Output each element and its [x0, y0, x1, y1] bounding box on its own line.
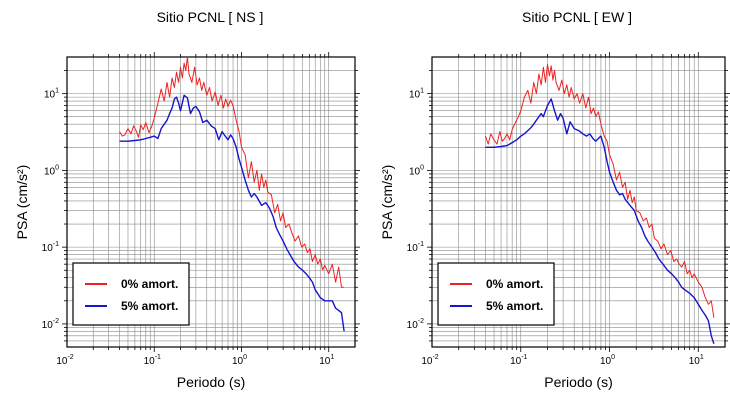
legend-label: 5% amort. — [121, 299, 178, 313]
grid — [432, 57, 725, 347]
x-tick-label: 101 — [319, 354, 334, 367]
legend-label: 5% amort. — [486, 299, 543, 313]
x-tick-exponent: 1 — [700, 354, 704, 361]
x-tick-exponent: -1 — [155, 354, 161, 361]
y-tick-base: 10 — [42, 320, 54, 331]
legend-label: 0% amort. — [121, 277, 178, 291]
y-tick-label: 10-1 — [407, 241, 424, 254]
y-axis-label: PSA (cm/s²) — [14, 165, 30, 240]
x-tick-exponent: 0 — [243, 354, 247, 361]
legend-label: 0% amort. — [486, 277, 543, 291]
x-tick-base: 10 — [600, 356, 612, 367]
x-tick-label: 10-2 — [421, 354, 438, 367]
x-tick-exponent: -2 — [67, 354, 73, 361]
y-tick-base: 10 — [409, 166, 421, 177]
legend: 0% amort. 5% amort. — [72, 262, 190, 326]
x-tick-label: 100 — [600, 354, 615, 367]
x-axis-label: Periodo (s) — [544, 374, 612, 390]
y-tick-exponent: 0 — [420, 164, 424, 171]
x-tick-label: 10-1 — [144, 354, 161, 367]
x-tick-base: 10 — [319, 356, 331, 367]
y-tick-exponent: 1 — [420, 88, 424, 95]
x-tick-exponent: 1 — [330, 354, 334, 361]
y-tick-label: 101 — [409, 88, 424, 101]
y-tick-base: 10 — [44, 90, 56, 101]
series-line-red — [484, 63, 715, 318]
y-tick-exponent: -2 — [53, 318, 59, 325]
plot-frame — [431, 56, 726, 348]
y-tick-label: 10-1 — [42, 241, 59, 254]
chart-title: Sitio PCNL [ NS ] — [157, 9, 264, 25]
legend-box — [72, 262, 190, 326]
x-tick-exponent: -1 — [521, 354, 527, 361]
x-axis-label: Periodo (s) — [177, 374, 245, 390]
y-tick-exponent: -2 — [418, 318, 424, 325]
y-tick-exponent: -1 — [53, 241, 59, 248]
x-tick-label: 100 — [232, 354, 247, 367]
x-tick-label: 10-2 — [56, 354, 73, 367]
y-tick-base: 10 — [409, 90, 421, 101]
x-tick-label: 101 — [689, 354, 704, 367]
y-tick-base: 10 — [407, 243, 419, 254]
y-tick-exponent: 0 — [55, 164, 59, 171]
x-tick-base: 10 — [421, 356, 433, 367]
series-line-blue — [119, 94, 345, 332]
legend: 0% amort. 5% amort. — [437, 262, 555, 326]
tick-marks — [427, 52, 730, 352]
chart-panel-2: Sitio PCNL [ EW ]10-2 10-1 100 10110-210-11… — [379, 9, 730, 390]
legend-box — [437, 262, 555, 326]
tick-marks — [62, 52, 360, 352]
series-line-blue — [485, 98, 715, 345]
x-tick-base: 10 — [232, 356, 244, 367]
y-tick-label: 10-2 — [407, 318, 424, 331]
y-tick-base: 10 — [44, 166, 56, 177]
x-tick-exponent: -2 — [432, 354, 438, 361]
x-tick-base: 10 — [144, 356, 156, 367]
x-tick-base: 10 — [510, 356, 522, 367]
chart-panel-1: Sitio PCNL [ NS ]10-2 10-1 100 10110-210-11… — [14, 9, 360, 390]
x-tick-label: 10-1 — [510, 354, 527, 367]
y-tick-exponent: 1 — [55, 88, 59, 95]
x-tick-base: 10 — [56, 356, 68, 367]
y-tick-label: 100 — [44, 164, 59, 177]
y-tick-exponent: -1 — [418, 241, 424, 248]
x-tick-base: 10 — [689, 356, 701, 367]
y-tick-label: 10-2 — [42, 318, 59, 331]
y-tick-base: 10 — [42, 243, 54, 254]
y-tick-label: 101 — [44, 88, 59, 101]
y-tick-label: 100 — [409, 164, 424, 177]
x-tick-exponent: 0 — [611, 354, 615, 361]
y-axis-label: PSA (cm/s²) — [379, 165, 395, 240]
series-line-red — [119, 57, 345, 288]
plot-frame — [66, 56, 356, 348]
y-tick-base: 10 — [407, 320, 419, 331]
chart-title: Sitio PCNL [ EW ] — [522, 9, 632, 25]
